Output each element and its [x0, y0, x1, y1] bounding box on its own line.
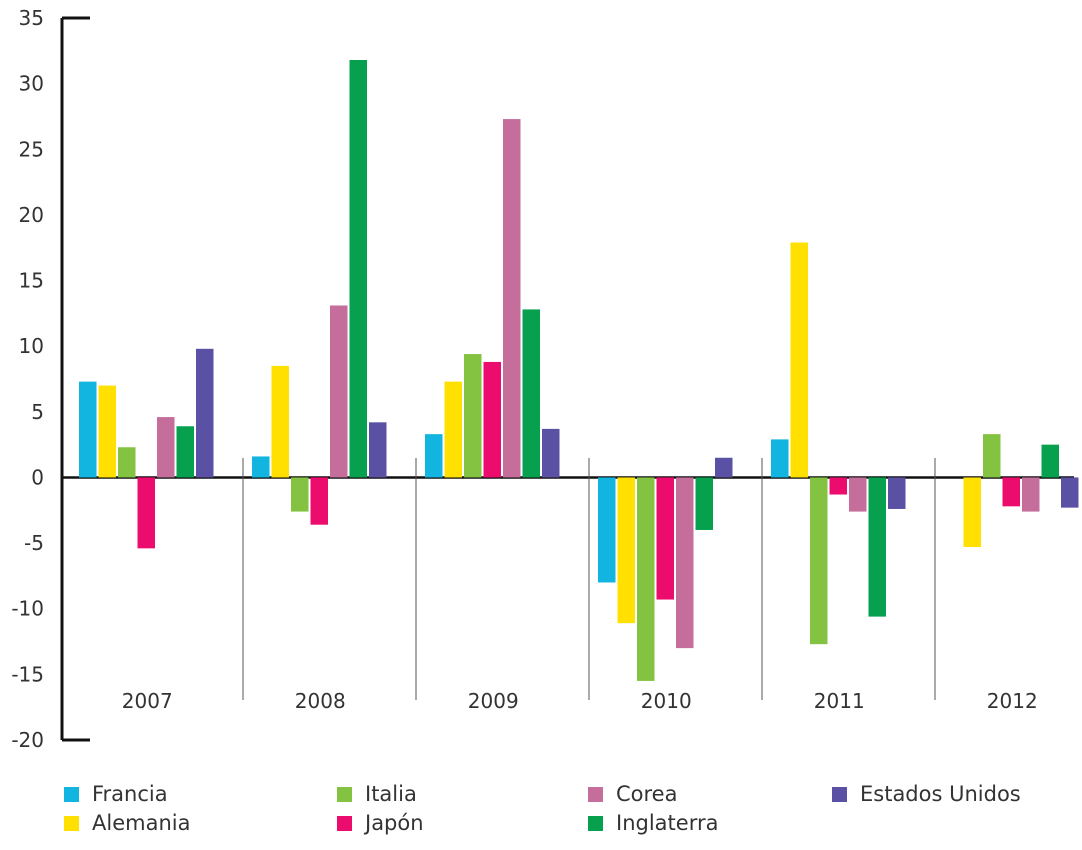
bar-italia-2010	[637, 477, 655, 681]
bar-estados-unidos-2010	[715, 457, 733, 478]
y-tick-label: 0	[31, 465, 44, 489]
bar-estados-unidos-2008	[369, 422, 387, 478]
y-tick-label: 25	[19, 137, 44, 161]
y-tick-label: 35	[19, 6, 44, 30]
bar-japón-2010	[656, 477, 674, 600]
y-tick-label: 30	[19, 72, 44, 96]
bar-japón-2011	[829, 477, 847, 495]
bar-inglaterra-2011	[868, 477, 886, 617]
bar-japón-2008	[310, 477, 328, 525]
bar-japón-2007	[137, 477, 155, 549]
bar-inglaterra-2008	[349, 60, 367, 478]
y-tick-label: -10	[11, 597, 44, 621]
bar-italia-2012	[983, 434, 1001, 478]
bar-francia-2010	[598, 477, 616, 583]
x-category-label: 2011	[814, 689, 865, 713]
bar-italia-2008	[291, 477, 309, 512]
bar-italia-2007	[118, 447, 136, 478]
bar-corea-2008	[330, 305, 348, 478]
bar-japón-2009	[483, 361, 501, 478]
bar-alemania-2009	[444, 381, 462, 478]
bar-italia-2011	[810, 477, 828, 645]
y-tick-label: 5	[31, 400, 44, 424]
bar-francia-2011	[771, 439, 789, 478]
x-category-label: 2008	[295, 689, 346, 713]
bar-estados-unidos-2009	[542, 428, 560, 478]
bar-estados-unidos-2012	[1061, 477, 1079, 508]
y-tick-label: -15	[11, 662, 44, 686]
x-category-label: 2007	[122, 689, 173, 713]
bar-estados-unidos-2011	[888, 477, 906, 509]
bar-alemania-2008	[271, 365, 289, 478]
x-category-label: 2009	[468, 689, 519, 713]
x-category-label: 2010	[641, 689, 692, 713]
bar-alemania-2010	[617, 477, 635, 624]
bar-corea-2011	[849, 477, 867, 512]
y-tick-label: 10	[19, 334, 44, 358]
y-tick-label: -20	[11, 728, 44, 752]
bar-francia-2009	[425, 434, 443, 478]
bar-alemania-2007	[98, 385, 116, 478]
bar-francia-2007	[79, 381, 97, 478]
bar-alemania-2011	[790, 242, 808, 478]
bar-francia-2008	[252, 456, 270, 478]
bar-inglaterra-2010	[695, 477, 713, 530]
bar-alemania-2012	[963, 477, 981, 548]
bar-inglaterra-2012	[1041, 444, 1059, 478]
bar-italia-2009	[464, 354, 482, 478]
x-category-label: 2012	[987, 689, 1038, 713]
y-tick-label: 15	[19, 269, 44, 293]
bar-inglaterra-2009	[522, 309, 540, 478]
bar-corea-2010	[676, 477, 694, 649]
bar-corea-2007	[157, 417, 175, 478]
y-tick-label: -5	[24, 531, 44, 555]
bar-inglaterra-2007	[176, 426, 194, 478]
bar-corea-2009	[503, 119, 521, 478]
bar-estados-unidos-2007	[196, 348, 214, 478]
bar-corea-2012	[1022, 477, 1040, 512]
bar-japón-2012	[1002, 477, 1020, 507]
y-tick-label: 20	[19, 203, 44, 227]
